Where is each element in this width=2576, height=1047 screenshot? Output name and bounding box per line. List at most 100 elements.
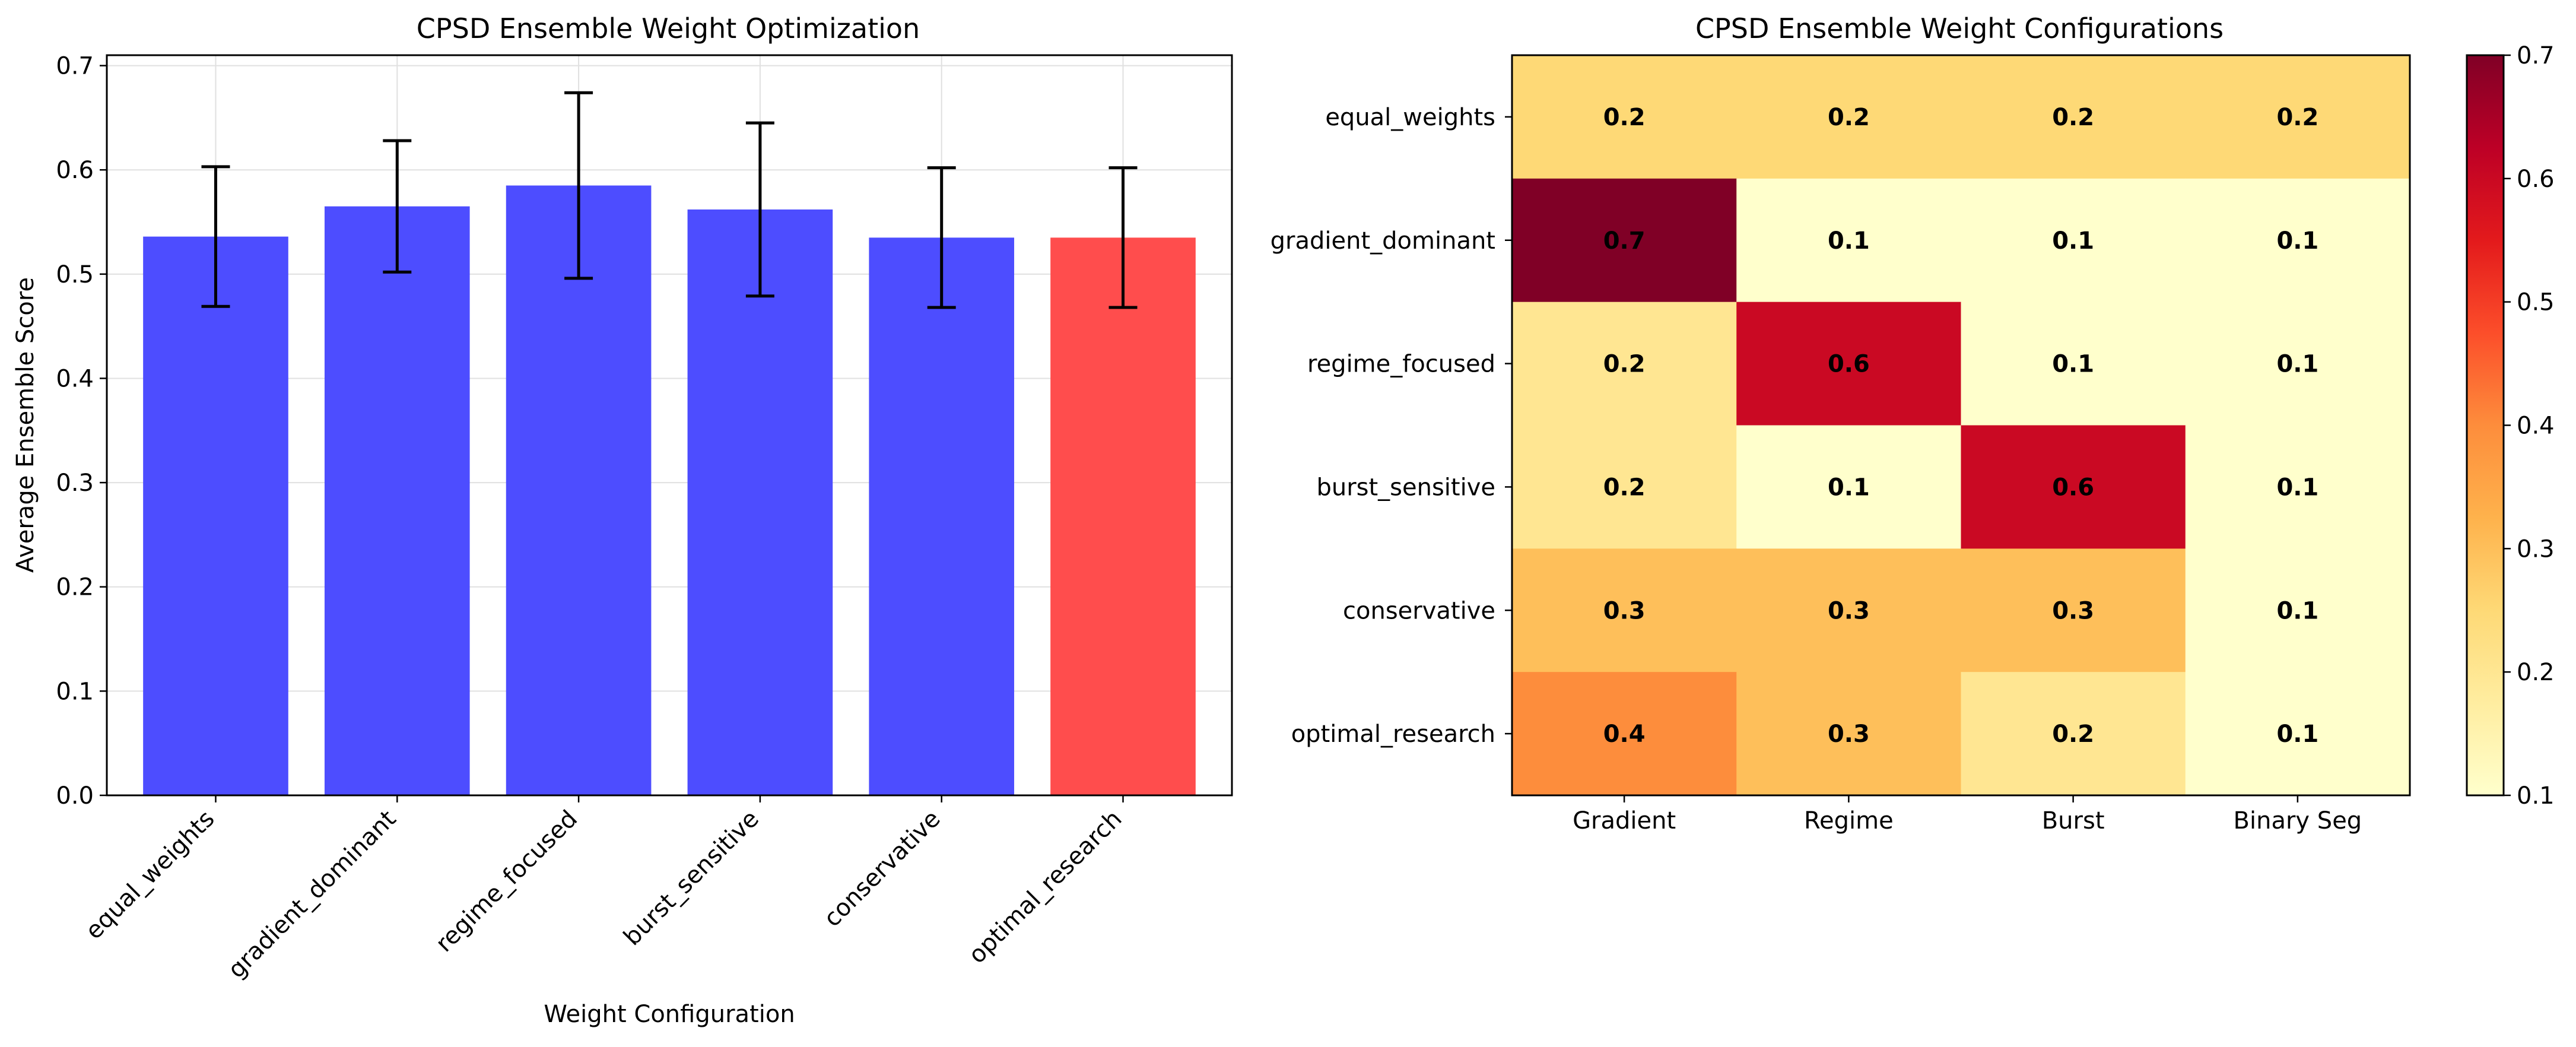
colorbar-tick-label: 0.7 bbox=[2517, 42, 2555, 69]
heatmap-cell-label: 0.1 bbox=[2276, 721, 2318, 748]
heatmap-column-labels: Gradient Regime Burst Binary Seg bbox=[1573, 795, 2362, 835]
heatmap-row-label: gradient_dominant bbox=[1270, 227, 1495, 255]
heatmap-cell-label: 0.7 bbox=[1603, 227, 1646, 255]
bar-gradient-dominant bbox=[324, 206, 470, 795]
colorbar-tick-label: 0.5 bbox=[2517, 289, 2555, 316]
heatmap-cell bbox=[1961, 548, 2186, 672]
heatmap-cell bbox=[1961, 178, 2186, 303]
colorbar-tick-label: 0.1 bbox=[2517, 782, 2555, 810]
heatmap-cell-label: 0.1 bbox=[2276, 597, 2318, 624]
heatmap-cell-label: 0.1 bbox=[2052, 227, 2094, 255]
bar-x-tick-label: regime_focused bbox=[430, 805, 583, 958]
heatmap-cell bbox=[1736, 302, 1961, 426]
heatmap-cell-label: 0.1 bbox=[2276, 227, 2318, 255]
heatmap-cell-label: 0.1 bbox=[2052, 351, 2094, 378]
heatmap-cell bbox=[1512, 302, 1737, 426]
heatmap-cell bbox=[1961, 425, 2186, 549]
heatmap-cell-label: 0.1 bbox=[1828, 227, 1870, 255]
heatmap-cell bbox=[1512, 425, 1737, 549]
bar-x-tick-label: conservative bbox=[819, 805, 946, 932]
bar-x-tick-label: gradient_dominant bbox=[223, 805, 402, 984]
bar-y-tick-label: 0.3 bbox=[56, 469, 94, 497]
heatmap-cell bbox=[1512, 178, 1737, 303]
heatmap-cell bbox=[1736, 55, 1961, 179]
heatmap-cell bbox=[1736, 548, 1961, 672]
heatmap-title: CPSD Ensemble Weight Configurations bbox=[1695, 12, 2224, 45]
colorbar-axis: 0.1 0.2 0.3 0.4 0.5 0.6 0.7 bbox=[2504, 42, 2555, 810]
heatmap-cell-label: 0.6 bbox=[2052, 474, 2094, 501]
heatmap-cell-label: 0.2 bbox=[1828, 104, 1870, 131]
heatmap-cell-label: 0.4 bbox=[1603, 721, 1646, 748]
bar-chart-title: CPSD Ensemble Weight Optimization bbox=[417, 12, 920, 45]
bar-error-bars bbox=[201, 91, 1138, 309]
heatmap-cell bbox=[1961, 672, 2186, 796]
colorbar-tick-label: 0.3 bbox=[2517, 535, 2555, 563]
heatmap-row-label: equal_weights bbox=[1325, 104, 1495, 131]
colorbar: 0.1 0.2 0.3 0.4 0.5 0.6 0.7 bbox=[2466, 42, 2555, 810]
bar-chart: CPSD Ensemble Weight Optimization 0.0 0.1… bbox=[12, 12, 1233, 1028]
heatmap-cell bbox=[1512, 55, 1737, 179]
heatmap-cell-label: 0.1 bbox=[2276, 474, 2318, 501]
bar-regime-focused bbox=[506, 185, 652, 796]
bar-y-axis-label: Average Ensemble Score bbox=[12, 277, 39, 573]
heatmap-cell-label: 0.2 bbox=[1603, 474, 1646, 501]
heatmap-cell bbox=[1512, 548, 1737, 672]
heatmap-column-label: Gradient bbox=[1573, 807, 1676, 835]
heatmap-cell bbox=[2185, 302, 2410, 426]
heatmap-cell bbox=[1512, 672, 1737, 796]
heatmap-cell bbox=[1961, 302, 2186, 426]
heatmap-cell-label: 0.1 bbox=[2276, 351, 2318, 378]
colorbar-tick-label: 0.2 bbox=[2517, 659, 2555, 686]
bar-x-tick-label: optimal_research bbox=[964, 805, 1127, 969]
heatmap-cell bbox=[1736, 425, 1961, 549]
heatmap-cell-label: 0.1 bbox=[1828, 474, 1870, 501]
heatmap-cell bbox=[1736, 178, 1961, 303]
bar-x-axis: equal_weights gradient_dominant regime_foc… bbox=[80, 795, 1127, 983]
heatmap-cell-label: 0.3 bbox=[2052, 597, 2094, 624]
heatmap-cell-label: 0.2 bbox=[2052, 104, 2094, 131]
colorbar-tick-label: 0.4 bbox=[2517, 413, 2555, 440]
bar-x-tick-label: burst_sensitive bbox=[618, 805, 764, 951]
heatmap-cell bbox=[1961, 55, 2186, 179]
bar-bars bbox=[143, 185, 1196, 796]
bar-burst-sensitive bbox=[687, 209, 833, 796]
heatmap-frame bbox=[1511, 54, 2411, 797]
heatmap-row-label: regime_focused bbox=[1307, 351, 1495, 378]
heatmap-column-label: Binary Seg bbox=[2234, 807, 2362, 835]
bar-y-tick-label: 0.5 bbox=[56, 261, 94, 288]
heatmap-cell-label: 0.2 bbox=[1603, 351, 1646, 378]
heatmap-cells: 0.2 0.2 0.2 0.2 0.7 0.1 0.1 0.1 0.2 0.6 0.1 0.1 0.2 0… bbox=[1512, 55, 2410, 796]
heatmap: CPSD Ensemble Weight Configurations 0.2 0… bbox=[1270, 12, 2411, 835]
heatmap-column-label: Regime bbox=[1804, 807, 1894, 835]
heatmap-row-label: burst_sensitive bbox=[1316, 474, 1495, 501]
heatmap-row-labels: equal_weights gradient_dominant regime_foc… bbox=[1270, 104, 1512, 748]
heatmap-cell-label: 0.2 bbox=[2052, 721, 2094, 748]
bar-y-tick-label: 0.7 bbox=[56, 53, 94, 80]
heatmap-cell-label: 0.6 bbox=[1828, 351, 1870, 378]
bar-conservative bbox=[869, 237, 1015, 796]
heatmap-cell-label: 0.2 bbox=[2276, 104, 2318, 131]
heatmap-cell bbox=[2185, 178, 2410, 303]
heatmap-cell bbox=[2185, 672, 2410, 796]
bar-y-axis: 0.0 0.1 0.2 0.3 0.4 0.5 0.6 0.7 bbox=[56, 53, 107, 810]
heatmap-cell bbox=[1736, 672, 1961, 796]
heatmap-cell bbox=[2185, 548, 2410, 672]
colorbar-gradient bbox=[2466, 54, 2505, 797]
bar-y-tick-label: 0.1 bbox=[56, 678, 94, 705]
bar-y-tick-label: 0.0 bbox=[56, 782, 94, 810]
heatmap-cell-label: 0.2 bbox=[1603, 104, 1646, 131]
bar-y-tick-label: 0.6 bbox=[56, 157, 94, 184]
heatmap-cell-label: 0.3 bbox=[1828, 597, 1870, 624]
bar-plot-frame bbox=[106, 54, 1233, 797]
heatmap-cell bbox=[2185, 425, 2410, 549]
heatmap-cell bbox=[2185, 55, 2410, 179]
heatmap-cell-label: 0.3 bbox=[1828, 721, 1870, 748]
heatmap-row-label: optimal_research bbox=[1291, 721, 1495, 748]
heatmap-column-label: Burst bbox=[2042, 807, 2105, 835]
bar-optimal-research bbox=[1050, 237, 1196, 796]
bar-x-axis-label: Weight Configuration bbox=[544, 1001, 795, 1028]
bar-y-tick-label: 0.2 bbox=[56, 574, 94, 601]
bar-x-tick-label: equal_weights bbox=[80, 805, 220, 945]
heatmap-row-label: conservative bbox=[1343, 597, 1495, 624]
